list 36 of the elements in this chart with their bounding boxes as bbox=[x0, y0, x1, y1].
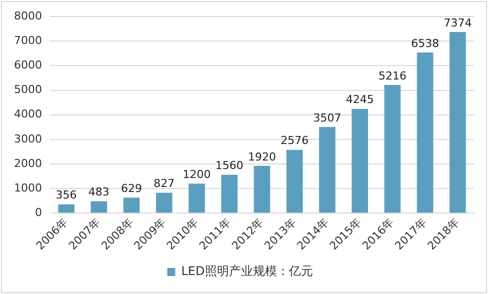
y-tick-label: 7000 bbox=[14, 34, 42, 48]
data-label: 3507 bbox=[313, 111, 342, 124]
y-tick-label: 6000 bbox=[14, 58, 42, 72]
bar bbox=[58, 204, 74, 213]
y-tick-label: 4000 bbox=[14, 108, 42, 121]
data-label: 7374 bbox=[444, 16, 472, 30]
data-label: 4245 bbox=[346, 93, 374, 106]
bar bbox=[416, 52, 434, 213]
data-label: 483 bbox=[88, 186, 110, 199]
data-label: 5216 bbox=[378, 69, 406, 82]
bar bbox=[450, 32, 466, 213]
y-tick-label: 5000 bbox=[14, 83, 42, 96]
y-tick-label: 1000 bbox=[14, 181, 42, 194]
bar bbox=[352, 108, 368, 213]
data-label: 827 bbox=[154, 177, 175, 190]
bar bbox=[188, 184, 205, 213]
data-label: 629 bbox=[121, 182, 142, 196]
bar bbox=[221, 174, 238, 213]
bar bbox=[123, 198, 140, 213]
y-tick-label: 0 bbox=[34, 206, 42, 219]
y-tick-label: 2000 bbox=[14, 156, 42, 170]
bar bbox=[90, 201, 108, 213]
bar bbox=[254, 166, 270, 213]
bar bbox=[286, 150, 303, 213]
data-label: 2576 bbox=[280, 134, 309, 148]
bar bbox=[384, 84, 401, 213]
data-label: 1920 bbox=[248, 150, 276, 164]
data-label: 6538 bbox=[411, 36, 440, 50]
bar bbox=[156, 192, 172, 213]
data-label: 1200 bbox=[182, 168, 211, 181]
y-tick-label: 3000 bbox=[14, 132, 42, 146]
y-tick-label: 8000 bbox=[14, 9, 42, 22]
legend-label: LED照明产业规模：亿元 bbox=[181, 264, 313, 278]
data-label: 356 bbox=[56, 188, 77, 202]
data-label: 1560 bbox=[215, 159, 244, 172]
bar bbox=[319, 126, 336, 213]
